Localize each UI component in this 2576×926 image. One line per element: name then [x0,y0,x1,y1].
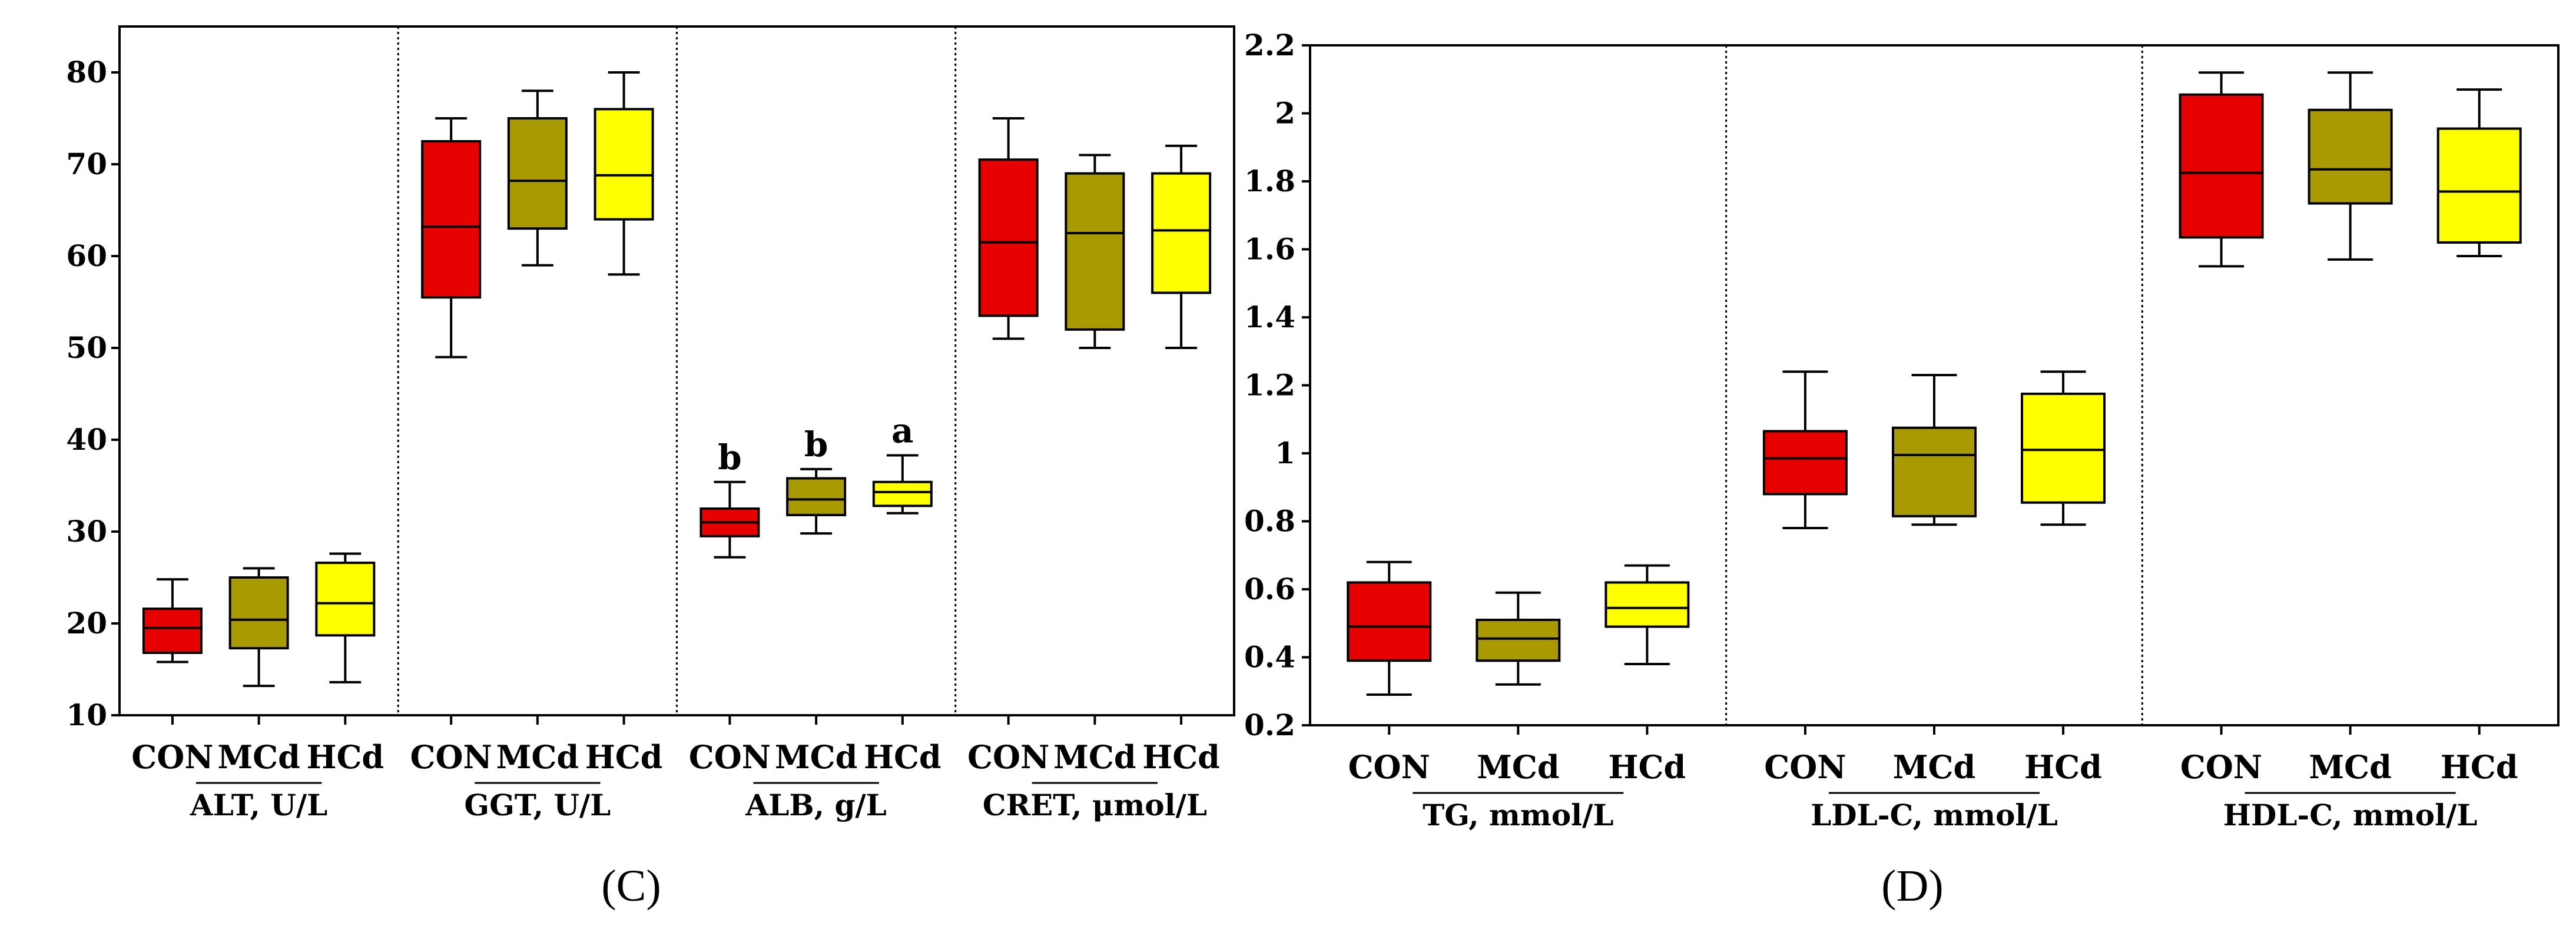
group-label-ggt-u-l: GGT, U/L [464,788,611,822]
box-ggt-u-l-con [421,140,482,299]
y-tick-label-d: 1.8 [1244,164,1295,198]
y-tick-label-c: 60 [66,238,107,273]
y-tick-label-d: 1.6 [1244,232,1295,267]
box-alb-g-l-mcd [786,477,847,516]
box-tg-mmol-l-hcd [1604,581,1690,628]
box-alb-g-l-hcd [872,480,933,507]
category-label-con: CON [410,738,492,776]
category-label-hcd: HCd [306,738,384,776]
y-tick-label-d: 0.4 [1244,640,1295,675]
category-label-hcd: HCd [864,738,941,776]
category-label-con: CON [2180,748,2262,786]
y-tick-label-c: 50 [66,330,107,365]
group-label-alt-u-l: ALT, U/L [190,788,327,822]
y-tick-label-d: 0.2 [1244,708,1295,742]
y-tick-label-d: 1.2 [1244,368,1295,403]
box-ldl-c-mmol-l-mcd [1892,426,1977,517]
y-tick-label-c: 30 [66,514,107,549]
category-label-con: CON [1764,748,1846,786]
group-label-hdl-c-mmol-l: HDL-C, mmol/L [2223,798,2478,832]
box-cret-mol-l-con [978,158,1039,317]
significance-letter: b [804,424,828,464]
y-tick-label-d: 1.4 [1244,300,1295,334]
y-tick-label-d: 0.6 [1244,572,1295,606]
category-label-con: CON [131,738,213,776]
box-hdl-c-mmol-l-con [2179,93,2264,239]
y-tick-label-c: 70 [66,147,107,181]
box-ldl-c-mmol-l-hcd [2021,392,2106,504]
box-alt-u-l-mcd [228,576,289,650]
group-label-alb-g-l: ALB, g/L [745,788,886,822]
box-ggt-u-l-hcd [594,108,654,221]
panel-label-d: (D) [1881,861,1944,911]
box-cret-mol-l-hcd [1151,172,1212,294]
y-tick-label-c: 80 [66,55,107,89]
box-tg-mmol-l-con [1347,581,1432,662]
y-tick-label-d: 0.8 [1244,504,1295,539]
y-tick-label-d: 2 [1275,96,1295,131]
category-label-hcd: HCd [1609,748,1686,786]
box-alt-u-l-hcd [315,562,376,637]
group-label-ldl-c-mmol-l: LDL-C, mmol/L [1811,798,2058,832]
category-label-mcd: MCd [1893,748,1976,786]
category-label-mcd: MCd [775,738,858,776]
box-ggt-u-l-mcd [507,117,568,230]
category-label-hcd: HCd [1142,738,1220,776]
category-label-con: CON [689,738,771,776]
y-tick-label-d: 2.2 [1244,28,1295,62]
box-ldl-c-mmol-l-con [1762,430,1848,496]
group-label-cret-mol-l: CRET, μmol/L [983,788,1207,822]
category-label-mcd: MCd [496,738,579,776]
box-tg-mmol-l-mcd [1476,618,1561,662]
y-tick-label-c: 10 [66,698,107,732]
box-hdl-c-mmol-l-mcd [2308,108,2393,205]
y-tick-label-c: 20 [66,606,107,640]
category-label-mcd: MCd [1477,748,1560,786]
category-label-hcd: HCd [2441,748,2518,786]
y-tick-label-d: 1 [1275,436,1295,470]
category-label-mcd: MCd [1053,738,1136,776]
panel-label-c: (C) [601,861,661,911]
box-alt-u-l-con [142,608,203,654]
box-cret-mol-l-mcd [1065,172,1125,331]
category-label-con: CON [967,738,1049,776]
group-label-tg-mmol-l: TG, mmol/L [1423,798,1614,832]
category-label-mcd: MCd [2309,748,2392,786]
category-label-mcd: MCd [217,738,300,776]
box-hdl-c-mmol-l-hcd [2436,127,2522,244]
category-label-hcd: HCd [585,738,663,776]
y-tick-label-c: 40 [66,422,107,457]
significance-letter: a [891,411,914,451]
category-label-con: CON [1348,748,1430,786]
significance-letter: b [718,437,742,477]
category-label-hcd: HCd [2024,748,2102,786]
